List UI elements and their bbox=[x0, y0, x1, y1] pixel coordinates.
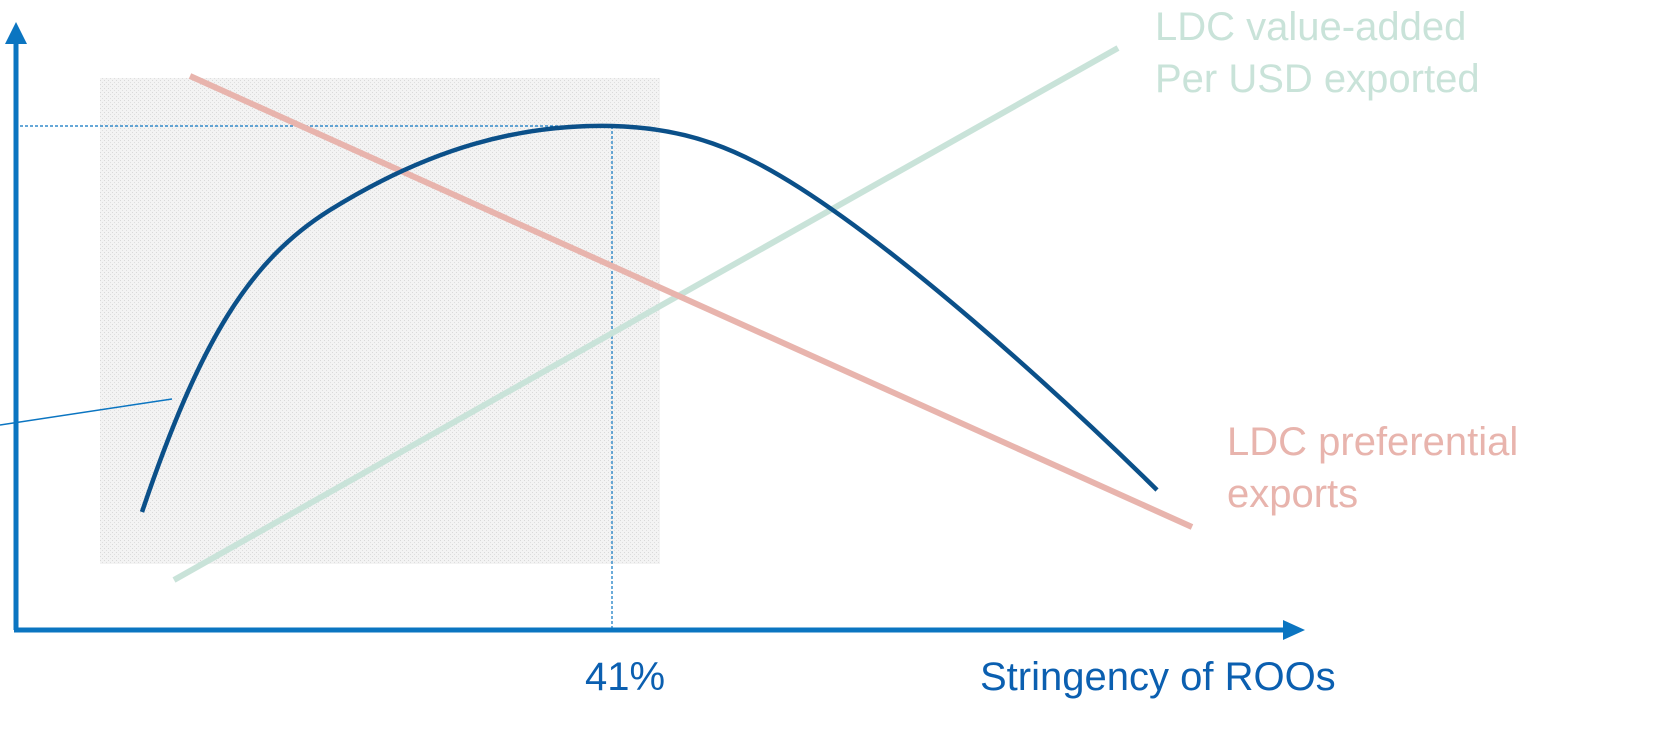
preferential-exports-line bbox=[188, 73, 1194, 530]
preferential-exports-label-line2: exports bbox=[1227, 472, 1358, 516]
total-curve bbox=[139, 123, 1159, 513]
shaded-region bbox=[100, 78, 660, 564]
y-axis-arrow bbox=[5, 22, 27, 44]
value-added-line bbox=[172, 45, 1120, 583]
x-axis-label: Stringency of ROOs bbox=[980, 655, 1336, 699]
callout-pointer bbox=[0, 398, 173, 426]
x-axis-arrow bbox=[1283, 620, 1305, 640]
marker-label: 41% bbox=[585, 655, 665, 699]
preferential-exports-label-line1: LDC preferential bbox=[1227, 420, 1518, 464]
value-added-label-line2: Per USD exported bbox=[1155, 57, 1480, 101]
value-added-label-line1: LDC value-added bbox=[1155, 5, 1466, 49]
